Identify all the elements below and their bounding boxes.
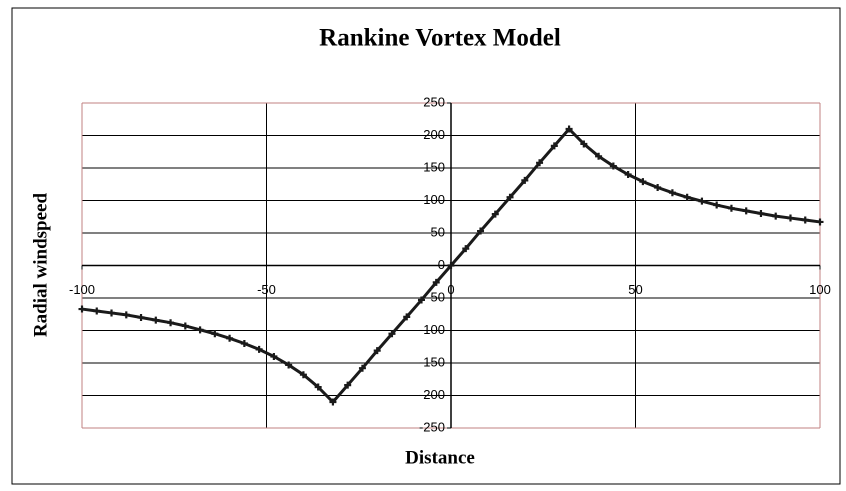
y-tick-label: -100 <box>419 322 445 337</box>
data-point <box>329 398 337 406</box>
data-point <box>477 227 485 235</box>
data-point <box>417 296 425 304</box>
data-point <box>742 207 750 215</box>
data-point <box>772 212 780 220</box>
x-tick-label: 100 <box>809 282 831 297</box>
data-point <box>447 262 455 269</box>
data-point <box>713 201 721 209</box>
data-point <box>550 142 558 150</box>
data-point <box>285 361 293 369</box>
data-point <box>727 204 735 212</box>
y-tick-label: 0 <box>438 257 445 272</box>
data-point <box>786 214 794 222</box>
data-point <box>93 307 101 315</box>
data-point <box>462 245 470 253</box>
data-point <box>654 184 662 191</box>
x-axis-label: Distance <box>405 447 475 468</box>
data-point <box>698 197 706 205</box>
data-point <box>314 383 322 391</box>
data-point <box>78 305 86 313</box>
x-tick-label: -50 <box>257 282 276 297</box>
y-tick-label: -150 <box>419 354 445 369</box>
chart-title: Rankine Vortex Model <box>319 25 561 52</box>
data-point <box>491 210 499 218</box>
data-point <box>108 309 116 317</box>
data-point <box>211 330 219 338</box>
data-point <box>565 125 573 133</box>
data-point <box>196 326 204 334</box>
data-point <box>816 218 824 226</box>
y-tick-label: 150 <box>423 159 445 174</box>
data-point <box>167 319 175 327</box>
data-point <box>580 140 588 148</box>
data-point <box>801 216 809 224</box>
data-point <box>270 353 278 360</box>
data-point <box>299 371 307 379</box>
y-tick-label: 200 <box>423 127 445 142</box>
y-tick-label: -200 <box>419 387 445 402</box>
data-point <box>432 278 440 286</box>
data-point <box>373 347 381 355</box>
x-tick-label: 50 <box>628 282 642 297</box>
data-point <box>344 381 352 389</box>
data-point <box>181 322 189 330</box>
data-point <box>388 330 396 338</box>
x-tick-label: 0 <box>447 282 454 297</box>
data-point <box>668 189 676 197</box>
data-point <box>122 311 130 319</box>
data-point <box>595 152 603 160</box>
data-point <box>240 340 248 347</box>
y-tick-label: 250 <box>423 94 445 109</box>
data-point <box>403 313 411 321</box>
y-tick-label: -50 <box>426 289 445 304</box>
data-point <box>226 334 234 342</box>
data-point <box>757 210 765 217</box>
chart-frame <box>11 7 841 485</box>
data-point <box>137 314 145 321</box>
data-point <box>358 364 366 372</box>
data-point <box>521 176 529 184</box>
data-point <box>152 316 160 324</box>
x-tick-label: -100 <box>69 282 95 297</box>
data-point <box>536 159 544 167</box>
y-tick-label: 100 <box>423 192 445 207</box>
data-point <box>255 345 263 353</box>
y-tick-label: 50 <box>431 224 445 239</box>
data-point <box>683 193 691 201</box>
data-point <box>506 193 514 201</box>
data-point <box>624 171 632 178</box>
data-point <box>609 162 617 170</box>
y-axis-label: Radial windspeed <box>30 193 51 338</box>
y-tick-label: -250 <box>419 419 445 434</box>
data-point <box>639 178 647 186</box>
